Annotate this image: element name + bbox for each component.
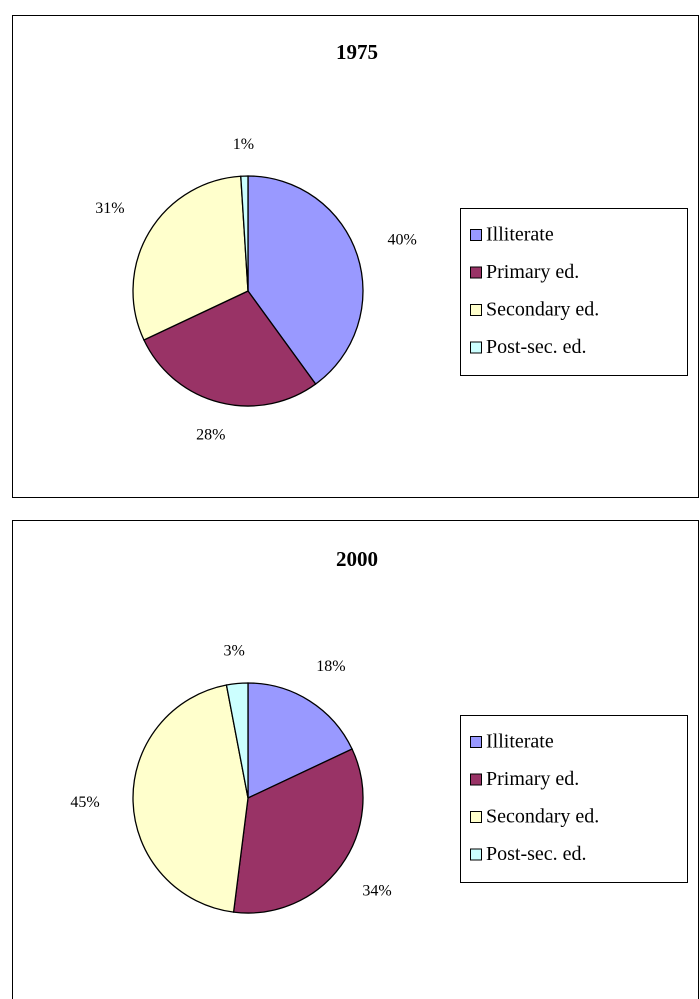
legend-swatch	[470, 229, 482, 241]
legend-label: Illiterate	[486, 224, 554, 246]
pie-slice	[132, 684, 249, 913]
legend-box	[460, 208, 688, 376]
chart-title: 1975	[336, 40, 378, 64]
slice-label: 28%	[196, 426, 225, 443]
pie-slice	[232, 748, 364, 914]
legend-label: Post-sec. ed.	[486, 336, 587, 358]
legend-label: Secondary ed.	[486, 806, 599, 828]
slice-label: 45%	[70, 794, 99, 811]
pie-slice	[143, 290, 317, 407]
slice-label: 3%	[224, 643, 245, 660]
chart-frame	[12, 520, 699, 999]
pie-slice	[247, 175, 364, 385]
pie-slice	[247, 682, 353, 800]
legend-label: Primary ed.	[486, 261, 579, 283]
slice-label: 1%	[233, 136, 254, 153]
legend-swatch	[470, 736, 482, 748]
slice-label: 34%	[362, 882, 391, 899]
legend-label: Post-sec. ed.	[486, 843, 587, 865]
chart-title: 2000	[336, 547, 378, 571]
chart-frame	[12, 15, 699, 498]
legend-swatch	[470, 773, 482, 786]
legend-label: Secondary ed.	[486, 299, 599, 321]
legend-label: Primary ed.	[486, 768, 579, 790]
slice-label: 31%	[95, 200, 124, 217]
legend-box	[460, 715, 688, 883]
pie-slice	[132, 175, 249, 341]
legend-label: Illiterate	[486, 731, 554, 753]
legend-swatch	[470, 848, 482, 861]
legend-swatch	[470, 266, 482, 279]
legend-swatch	[470, 811, 482, 823]
legend-swatch	[470, 304, 482, 316]
slice-label: 18%	[316, 658, 345, 675]
pie-slice	[225, 682, 249, 799]
legend-swatch	[470, 341, 482, 354]
slice-label: 40%	[388, 232, 417, 249]
pie-slice	[240, 175, 249, 292]
